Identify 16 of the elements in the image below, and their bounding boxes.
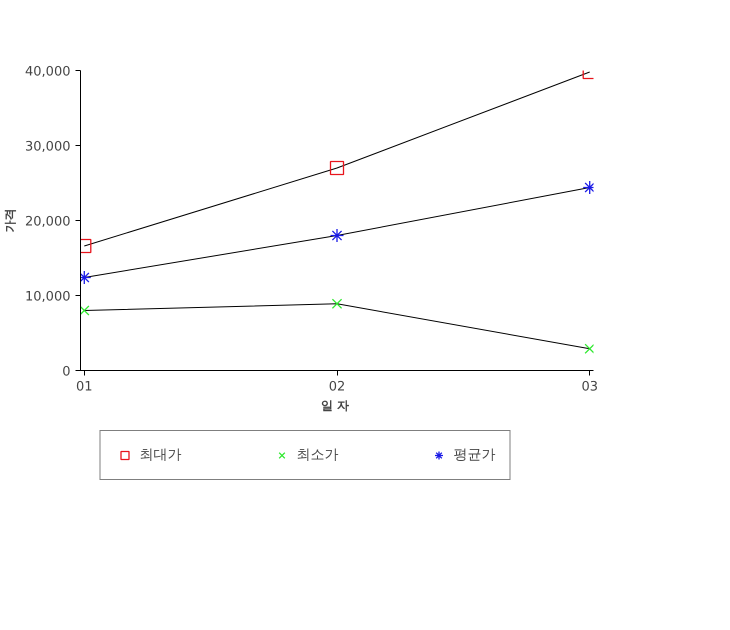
y-axis-title: 가격	[3, 208, 18, 232]
y-tick-label: 0	[62, 364, 71, 380]
legend-label: 최대가	[140, 446, 182, 464]
point	[332, 298, 342, 309]
x-tick-label: 02	[328, 380, 346, 394]
legend-label: 최소가	[296, 446, 338, 464]
y-tick-label: 30,000	[25, 140, 71, 154]
y-tick-label: 20,000	[25, 214, 71, 230]
y-tick-label: 10,000	[25, 290, 71, 304]
x-tick-label: 01	[76, 380, 93, 394]
x-tick-label: 03	[581, 380, 598, 394]
point	[584, 344, 594, 354]
point	[80, 305, 90, 316]
legend-label: 평균가	[454, 446, 496, 464]
y-tick-label: 40,000	[25, 64, 71, 80]
x-axis-title: 일 자	[320, 398, 350, 412]
